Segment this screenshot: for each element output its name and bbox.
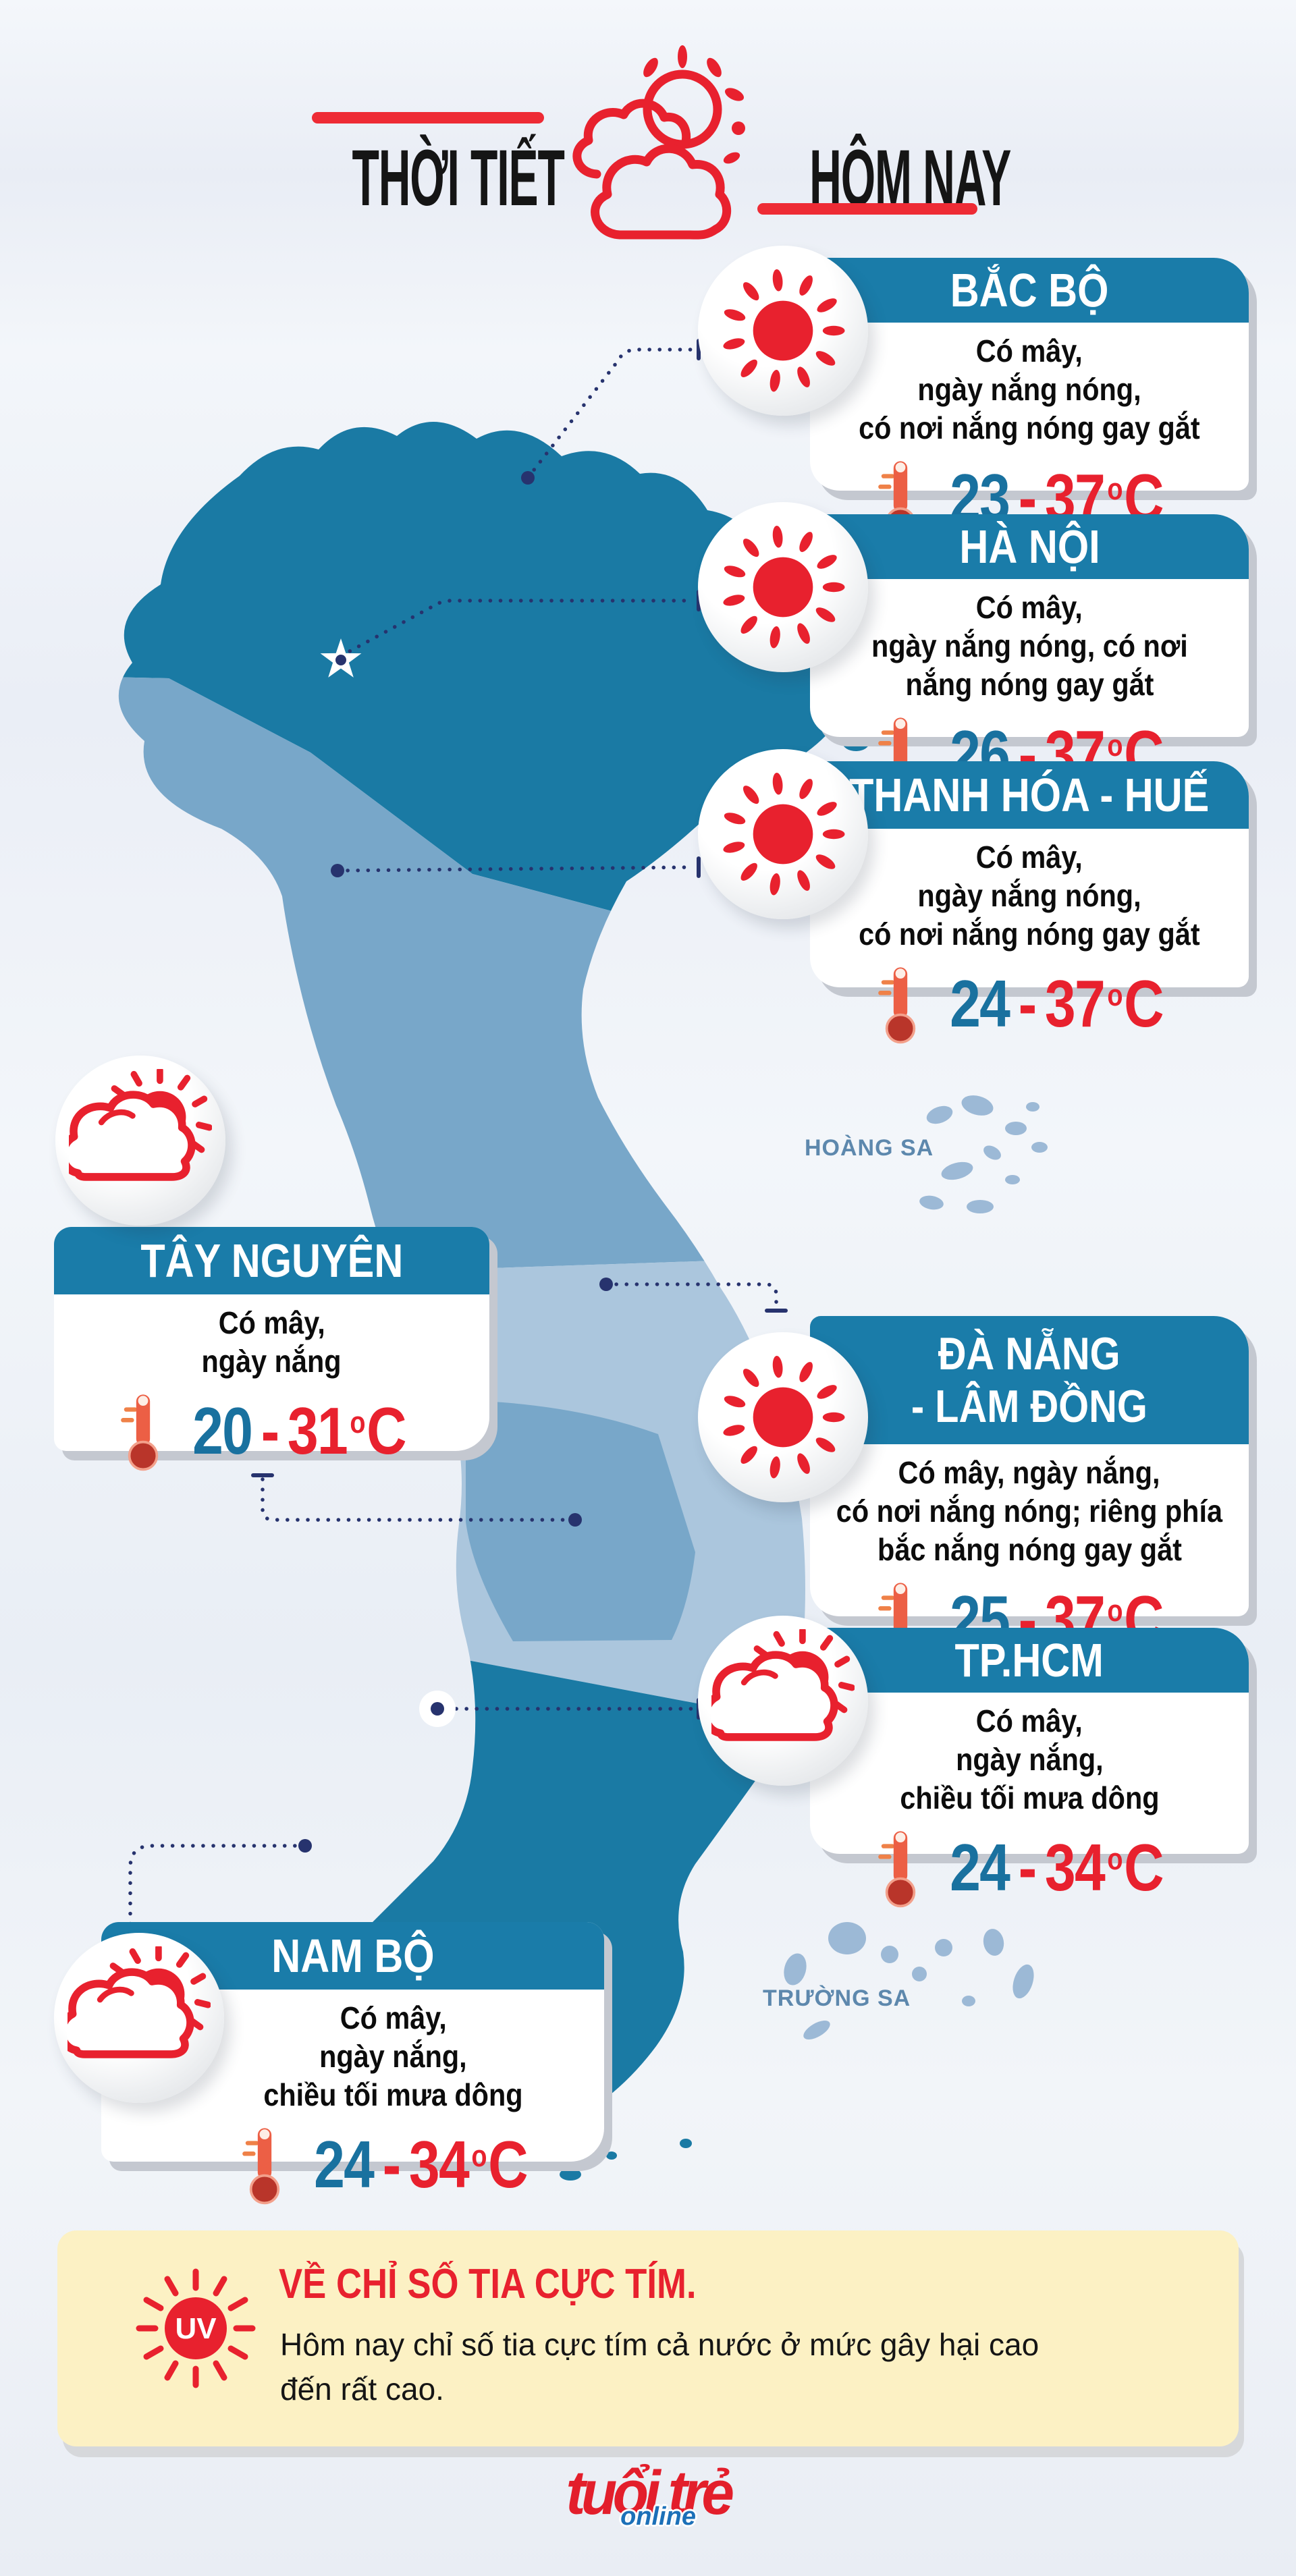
weather-card-nam-bo: NAM BỘ Có mây, ngày nắng, chiều tối mưa … [54,1922,604,2162]
weather-icon-badge [698,1616,868,1786]
thermometer-icon [875,1824,925,1911]
thermometer-icon [118,1388,168,1474]
weather-icon-badge [54,1933,224,2103]
thermometer-icon [875,960,925,1047]
temp-unit: C [487,2127,528,2201]
region-header: TP.HCM [810,1628,1249,1693]
weather-icon-badge [55,1056,225,1226]
forecast-line: có nơi nắng nóng; riêng phía [836,1493,1223,1529]
temp-min: 20 [192,1393,253,1468]
forecast-line: bắc nắng nóng gay gắt [877,1532,1182,1567]
region-header: THANH HÓA - HUẾ [810,761,1249,829]
degree-symbol: o [349,1404,365,1440]
temp-unit: C [1124,966,1164,1041]
weather-card-da-nang-lam-dong: ĐÀ NẴNG - LÂM ĐỒNG Có mây, ngày nắng, có… [698,1316,1249,1616]
temperature-range: 24-34oC [875,1824,1183,1911]
uv-title: VỀ CHỈ SỐ TIA CỰC TÍM. [279,2261,697,2307]
forecast-line: chiều tối mưa dông [263,2077,523,2112]
truong-sa-islands [784,1922,1034,2039]
sun-icon [722,1355,845,1479]
uv-badge-text: UV [175,2312,217,2345]
forecast-line: ngày nắng, [955,1742,1104,1777]
sun-icon [722,772,845,896]
forecast-line: có nơi nắng nóng gay gắt [859,410,1200,445]
region-header: BẮC BỘ [810,258,1249,323]
temp-unit: C [1124,1830,1164,1904]
temp-max: 31 [287,1393,348,1468]
forecast-line: Có mây, [218,1305,325,1340]
forecast-line: ngày nắng nóng, [917,878,1141,913]
uv-sun-icon: UV [136,2268,256,2388]
region-header: ĐÀ NẴNG - LÂM ĐỒNG [810,1316,1249,1444]
page-title-left: THỜI TIẾT [352,134,564,223]
logo-sub-text: online [620,2502,696,2531]
title-underline-left [312,112,544,124]
forecast-line: Có mây, [975,333,1083,368]
weather-card-bac-bo: BẮC BỘ Có mây, ngày nắng nóng, có nơi nắ… [698,246,1249,491]
temp-max: 34 [1044,1830,1106,1904]
temp-dash: - [261,1393,279,1468]
forecast-line: ngày nắng [201,1344,342,1379]
temp-dash: - [1018,966,1037,1041]
weather-icon-badge [698,246,868,416]
degree-symbol: o [1107,1593,1123,1628]
temp-min: 24 [313,2127,375,2201]
temperature-range: 24-37oC [875,960,1183,1047]
connector-lines [128,348,778,1951]
tuoi-tre-logo: tuổi trẻ online [0,2458,1296,2531]
forecast-line: Có mây, [975,1703,1083,1738]
forecast-line: ngày nắng nóng, có nơi [871,628,1188,663]
forecast-line: Có mây, [975,840,1083,875]
region-header: HÀ NỘI [810,514,1249,579]
region-header: TÂY NGUYÊN [54,1227,489,1294]
temp-unit: C [366,1393,406,1468]
hoang-sa-islands [919,1095,1048,1213]
weather-card-thanh-hoa-hue: THANH HÓA - HUẾ Có mây, ngày nắng nóng, … [698,749,1249,987]
degree-symbol: o [1107,471,1123,506]
sun-cloud-icon [68,1946,211,2089]
temp-min: 24 [950,1830,1010,1904]
sun-cloud-icon [69,1069,212,1212]
weather-icon-badge [698,502,868,672]
temperature-range: 20-31oC [118,1388,426,1474]
uv-index-panel: UV VỀ CHỈ SỐ TIA CỰC TÍM. Hôm nay chỉ số… [57,2230,1239,2446]
hoang-sa-label: HOÀNG SA [805,1135,934,1161]
temp-dash: - [382,2127,400,2201]
forecast-line: nắng nóng gay gắt [905,667,1154,702]
degree-symbol: o [1107,728,1123,763]
degree-symbol: o [470,2138,487,2173]
weather-card-tphcm: TP.HCM Có mây, ngày nắng, chiều tối mưa … [698,1616,1249,1854]
weather-icon-badge [698,1332,868,1502]
forecast-line: Có mây, [975,590,1083,625]
degree-symbol: o [1107,977,1123,1012]
sun-icon [722,269,845,393]
cloud-sun-icon [572,45,745,240]
weather-card-ha-noi: HÀ NỘI Có mây, ngày nắng nóng, có nơi nắ… [698,502,1249,737]
forecast-line: ngày nắng, [319,2039,467,2074]
forecast-line: có nơi nắng nóng gay gắt [859,916,1200,952]
degree-symbol: o [1107,1841,1123,1876]
logo-main-text: tuổi trẻ [566,2459,735,2527]
forecast-line: Có mây, [340,2000,447,2035]
truong-sa-label: TRƯỜNG SA [763,1985,911,2011]
temperature-range: 24-34oC [240,2121,547,2208]
map-anchors [298,471,613,1853]
weather-card-tay-nguyen: TÂY NGUYÊN Có mây, ngày nắng 20-31oC [54,1056,489,1451]
uv-body-text: Hôm nay chỉ số tia cực tím cả nước ở mức… [280,2327,1040,2407]
forecast-line: Có mây, ngày nắng, [898,1455,1161,1490]
temp-dash: - [1018,1830,1037,1904]
title-underline-right [757,203,977,215]
thermometer-icon [240,2121,290,2208]
forecast-line: ngày nắng nóng, [917,372,1141,407]
weather-icon-badge [698,749,868,919]
sun-icon [722,525,845,649]
temp-max: 37 [1044,966,1106,1041]
forecast-line: chiều tối mưa dông [899,1780,1160,1815]
sun-cloud-icon [711,1629,855,1772]
temp-max: 34 [408,2127,469,2201]
temp-min: 24 [950,966,1010,1041]
